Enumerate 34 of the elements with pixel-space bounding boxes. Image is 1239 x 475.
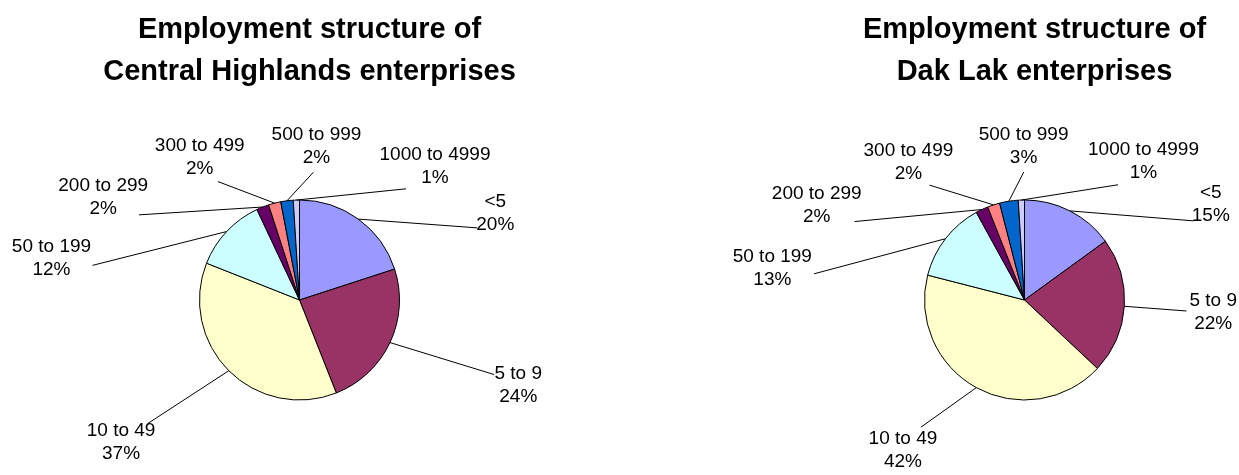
chart-title: Employment structure of Central Highlands enterprises [102,11,517,88]
data-label: 37% [102,441,141,463]
slice-label: 300 to 499 [154,134,245,156]
slice-label: 1000 to 4999 [379,142,491,164]
data-label: 1% [1129,161,1158,183]
data-label: 2% [186,157,214,179]
data-label: 2% [302,146,331,168]
slice-label: <5 [484,189,507,211]
slice-label: 5 to 9 [494,362,543,384]
data-label: 20% [476,212,515,234]
slice-label: 10 to 49 [86,418,156,440]
data-label: 2% [894,161,923,183]
slice-label: <5 [1199,181,1222,203]
data-label: 1% [421,165,449,187]
data-label: 2% [803,205,831,227]
slice-label: 200 to 299 [771,182,862,204]
slice-label: 300 to 499 [863,138,954,160]
data-label: 13% [753,268,792,290]
data-label: 24% [499,385,538,407]
data-label: 12% [32,258,71,280]
data-label: 3% [1009,145,1038,167]
slice-label: 500 to 999 [271,123,362,145]
slice-label: 50 to 199 [732,245,812,267]
slice-label: 200 to 299 [58,174,149,196]
slice-label: 50 to 199 [11,235,92,257]
data-label: 2% [89,197,118,219]
slice-label: 5 to 9 [1189,289,1237,311]
chart-title: Employment structure of Dak Lak enterprises [861,11,1208,88]
slice-label: 1000 to 4999 [1088,138,1199,160]
data-label: 22% [1194,312,1233,334]
slice-label: 10 to 49 [868,426,938,448]
data-label: 42% [883,449,923,471]
slice-label: 500 to 999 [978,122,1069,144]
data-label: 15% [1191,204,1230,226]
